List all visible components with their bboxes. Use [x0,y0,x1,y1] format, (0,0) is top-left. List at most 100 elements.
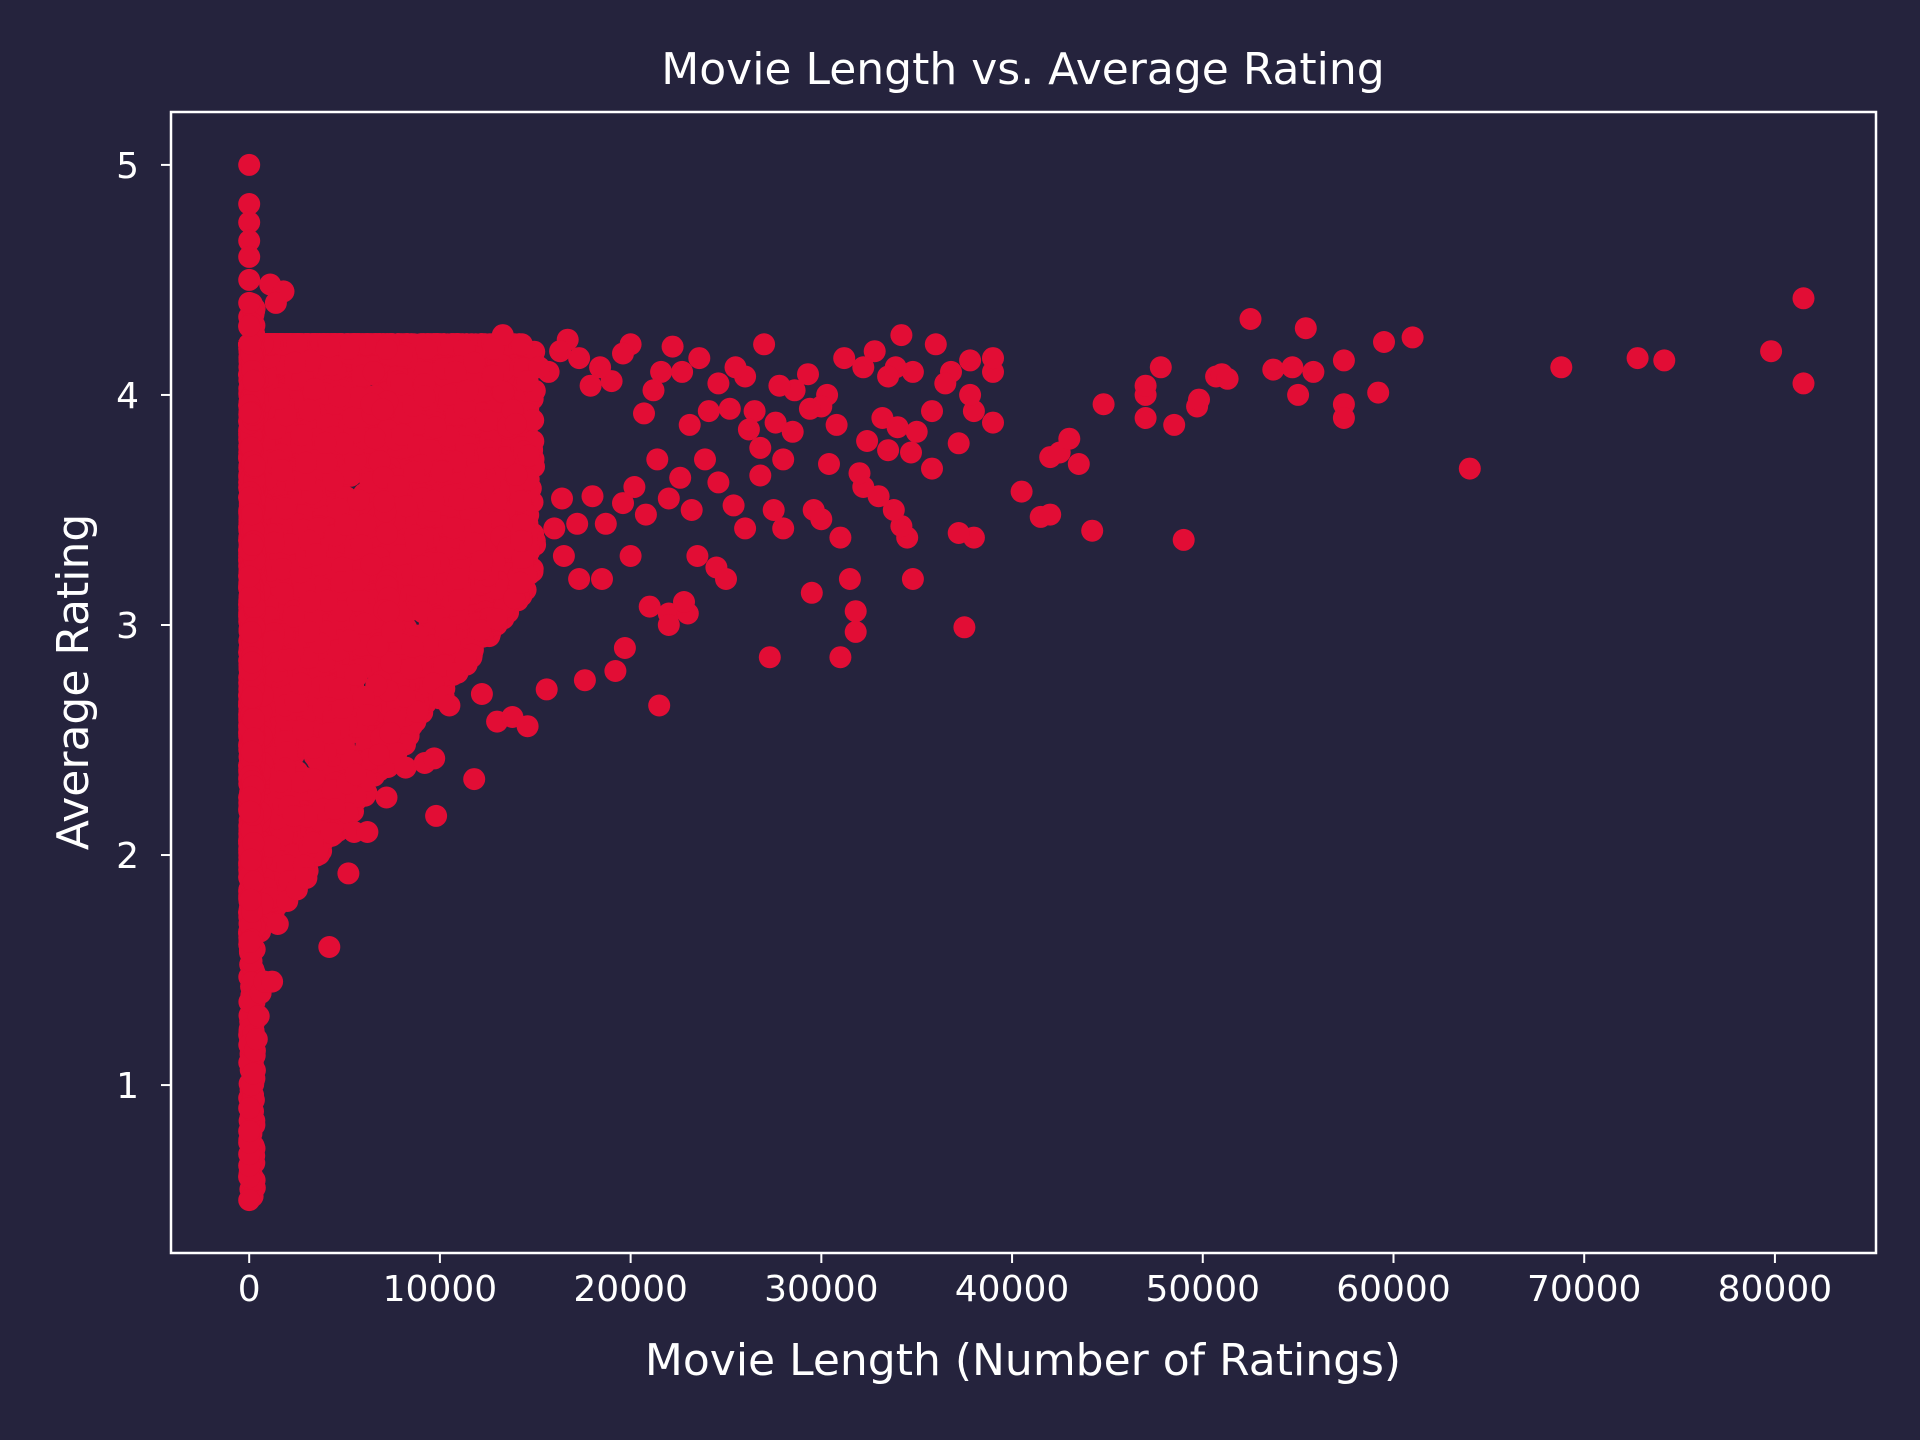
data-point [566,512,589,535]
data-point [758,646,781,669]
data-point [848,462,871,485]
data-point [337,337,360,360]
data-point [657,487,680,510]
data-point [373,490,395,513]
x-tick-label: 50000 [1146,1269,1261,1310]
data-point [959,383,982,406]
data-point [278,648,301,671]
data-point [504,413,527,435]
data-point [680,499,703,521]
data-point [238,211,261,234]
data-point [356,704,379,727]
data-point [324,798,346,820]
data-point [238,153,261,176]
data-point [646,448,669,471]
data-point [239,621,262,644]
data-point [238,291,261,314]
data-point [356,821,379,843]
data-point [648,694,671,717]
data-point [877,365,900,388]
data-point [1281,356,1304,379]
data-point [342,406,365,429]
data-point [890,324,913,347]
data-point [264,291,287,314]
data-point [934,372,957,395]
data-point [469,619,492,642]
data-point [274,404,297,427]
x-tick-label: 0 [238,1269,261,1310]
data-point [825,413,848,436]
data-point [487,508,510,531]
data-point [905,420,928,443]
data-point [242,1062,264,1085]
data-point [543,517,566,540]
data-point [772,448,795,471]
data-point [475,409,498,432]
data-point [669,466,692,489]
data-point [242,832,265,855]
data-point [423,747,446,770]
data-point [844,620,867,643]
data-point [390,373,413,396]
data-point [243,454,266,477]
y-axis-label: Average Rating [48,514,99,851]
data-point [623,476,646,498]
data-point [294,468,317,491]
data-point [425,804,448,827]
data-point [238,1189,261,1212]
data-point [238,586,261,608]
data-point [366,635,389,658]
data-point [375,337,398,360]
data-point [380,651,402,674]
data-point [395,495,418,518]
data-point [262,531,285,554]
data-point [579,374,602,397]
data-point [612,342,634,365]
data-point [517,444,540,467]
data-point [743,400,766,423]
data-point [634,503,657,526]
data-point [715,568,737,590]
data-point [314,431,337,454]
data-point [947,522,970,544]
data-point [240,651,263,674]
data-point [470,550,493,572]
data-point [301,831,324,854]
data-point [535,678,558,701]
data-point [470,511,492,534]
data-point [239,332,262,355]
data-point [240,740,263,763]
data-point [464,462,487,485]
data-point [331,432,354,455]
data-point [364,427,386,450]
data-point [478,447,501,470]
data-point [1760,340,1783,363]
data-point [568,568,591,590]
data-point [678,413,701,436]
data-point [371,398,394,421]
data-point [1458,457,1481,480]
data-point [318,335,341,358]
data-point [239,888,262,911]
data-point [734,517,757,540]
data-point [444,360,467,383]
data-point [650,360,673,383]
data-point [694,448,716,471]
data-point [400,657,423,680]
data-point [377,600,400,623]
data-point [238,245,261,268]
data-point [238,800,261,823]
data-point [829,646,852,669]
data-point [350,534,373,557]
data-point [315,451,338,474]
data-point [240,848,262,871]
data-point [1239,308,1262,330]
data-point [238,314,261,337]
data-point [347,569,370,591]
data-point [686,545,709,567]
data-point [375,786,398,809]
data-point [316,589,338,612]
data-point [1367,381,1390,404]
data-point [1216,367,1239,390]
